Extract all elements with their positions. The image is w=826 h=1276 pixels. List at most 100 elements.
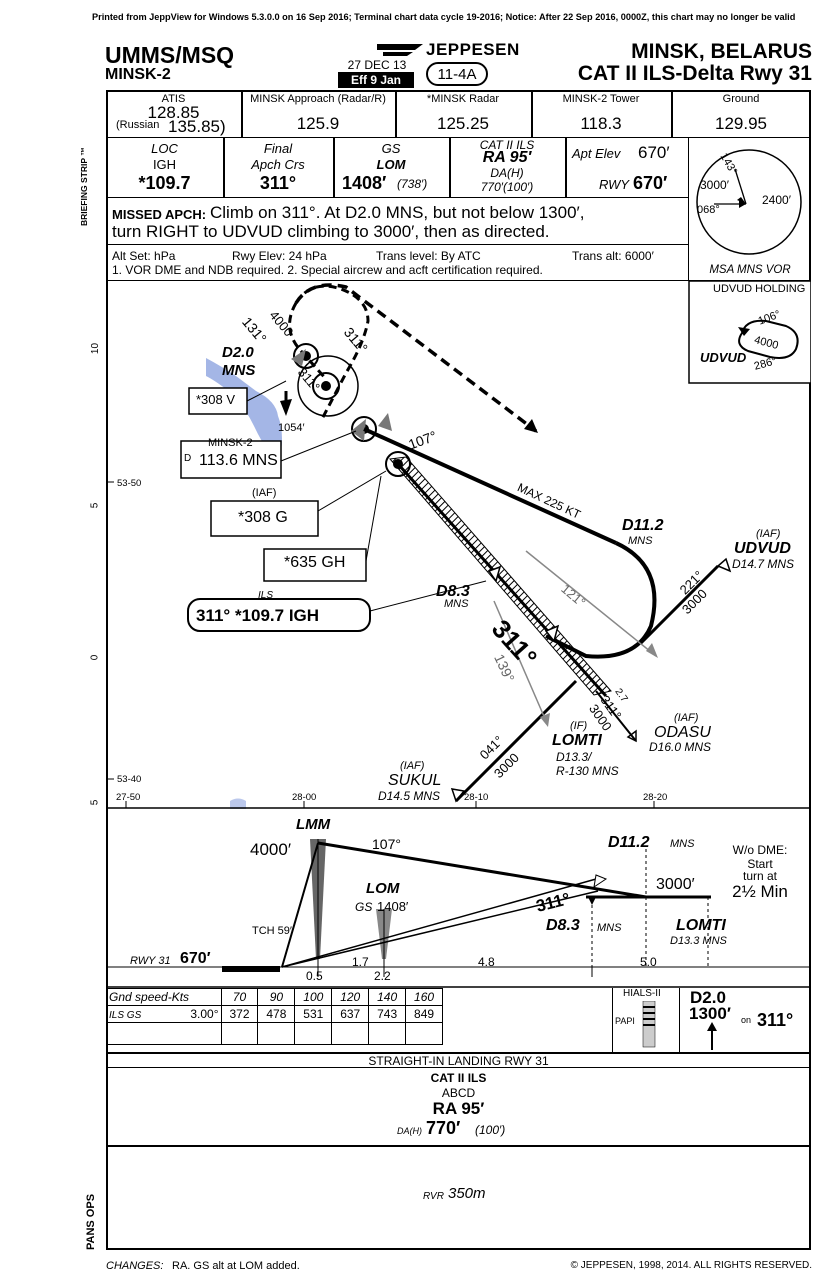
loc-id: IGH: [152, 157, 177, 172]
grid-5: 5: [89, 502, 101, 509]
spot-elevation: 1054′: [278, 422, 305, 434]
gs-table-header: Gnd speed-Kts: [106, 988, 222, 1006]
msa-alt-west: 3000′: [700, 178, 729, 192]
profile-lom: LOM: [366, 880, 400, 897]
minimums-da-height: (100′): [475, 1123, 506, 1137]
apt-elev-label: Apt Elev: [572, 146, 621, 161]
gs-alt: 1408′: [342, 173, 387, 193]
lomti-radial: R-130 MNS: [556, 764, 619, 778]
settings-row: Alt Set: hPa Rwy Elev: 24 hPa Trans leve…: [106, 245, 689, 281]
gs-speed: 90: [257, 988, 296, 1006]
apt-elev: 670′: [638, 143, 670, 162]
d8-fix: D8.3: [436, 583, 470, 600]
d2-fix: D2.0: [222, 344, 254, 361]
gs-speed: 140: [368, 988, 407, 1006]
minsk2-d: D: [184, 453, 192, 464]
ra-value: RA 95′: [482, 149, 532, 166]
alt-set: Alt Set: hPa: [112, 249, 176, 263]
approach-lights-icon: [642, 1001, 656, 1048]
changes-text: RA. GS alt at LOM added.: [172, 1260, 300, 1272]
rwy-elev-hpa: Rwy Elev: 24 hPa: [232, 249, 327, 263]
apch-crs-label: Apch Crs: [251, 157, 305, 172]
apch-crs: 311°: [259, 173, 297, 193]
ndb-g: *308 G: [238, 509, 288, 526]
plan-view: [106, 281, 811, 809]
lon-28-00: 28-00: [292, 792, 317, 803]
ndb-gh: *635 GH: [284, 554, 346, 571]
d8-fix-ref: MNS: [444, 598, 469, 610]
gs-speed: 100: [294, 988, 333, 1006]
jeppesen-logo-icon: [377, 44, 423, 56]
hials: HIALS-II: [623, 988, 661, 999]
missed-approach-track: [294, 283, 538, 433]
gs-rate: 637: [331, 1005, 370, 1023]
missed-apch-line1: Climb on 311°. At D2.0 MNS, but not belo…: [210, 203, 585, 222]
profile-gs-label: GS: [355, 900, 373, 914]
mi-crs: 311°: [757, 1010, 794, 1030]
atis-russian-freq: 135.85): [168, 117, 226, 136]
gs-speed: 160: [405, 988, 443, 1006]
gs-speed: 120: [331, 988, 370, 1006]
gs-height: (738′): [397, 177, 428, 191]
d11-fix: D11.2: [622, 517, 664, 534]
udvud-dme: D14.7 MNS: [732, 557, 795, 571]
vor-box-label: *308 V: [196, 392, 236, 407]
ils-label: ILS: [258, 590, 274, 601]
sukul-iaf: (IAF): [400, 760, 425, 772]
profile-lmm: LMM: [296, 816, 331, 833]
lat-53-50: 53-50: [117, 478, 142, 489]
tower-label: MINSK-2 Tower: [562, 93, 640, 105]
atis-label: ATIS: [161, 93, 186, 105]
mi-alt: 1300′: [689, 1004, 731, 1023]
radar-label: *MINSK Radar: [426, 93, 500, 105]
approach-label: MINSK Approach (Radar/R): [250, 93, 386, 105]
atis-freq: 128.85: [147, 103, 200, 122]
approach-freq: 125.9: [296, 114, 340, 133]
wo-dme-turn: turn at: [742, 869, 778, 883]
dist-1-7: 1.7: [352, 955, 369, 969]
gs-speed: 70: [220, 988, 259, 1006]
sukul-dme: D14.5 MNS: [378, 789, 441, 803]
lomti-if: (IF): [570, 720, 588, 732]
rvr-value: 350m: [448, 1185, 486, 1202]
gs-row-label: ILS GS: [109, 1010, 142, 1021]
holding-title: UDVUD HOLDING: [713, 283, 806, 295]
profile-d8: D8.3: [546, 917, 580, 934]
minimums-da: 770′: [426, 1118, 461, 1138]
city-name: MINSK, BELARUS: [631, 40, 812, 63]
minimums-da-label: DA(H): [397, 1126, 422, 1136]
da-label: DA(H): [490, 166, 524, 180]
lon-28-10: 28-10: [464, 792, 489, 803]
grid-0: 0: [89, 654, 101, 661]
profile-view: [106, 839, 811, 988]
wo-dme-time: 2½ Min: [732, 882, 788, 901]
minsk2-label: MINSK-2: [208, 437, 253, 449]
equipment-notes: 1. VOR DME and NDB required. 2. Special …: [112, 263, 543, 277]
profile-gs-alt: 1408′: [377, 899, 409, 914]
effective-date: Eff 9 Jan: [338, 72, 414, 88]
chart-frame: [106, 90, 811, 1250]
profile-lomti-dme: D13.3 MNS: [670, 935, 727, 947]
final-label: Final: [263, 141, 293, 156]
minimums-cat: CAT II ILS: [430, 1071, 487, 1085]
dist-0-5: 0.5: [306, 969, 323, 983]
minimums-acft: ABCD: [441, 1086, 476, 1100]
gs-label: GS: [381, 141, 401, 156]
da-value: 770′(100′): [480, 180, 534, 194]
odasu-dme: D16.0 MNS: [649, 740, 712, 754]
profile-lomti: LOMTI: [676, 917, 726, 934]
dist-5-0: 5.0: [640, 955, 657, 969]
loc-label: LOC: [151, 141, 178, 156]
comm-row: ATIS 128.85 (Russian 135.85) MINSK Appro…: [106, 90, 811, 138]
odasu-iaf: (IAF): [674, 712, 699, 724]
airport-name: MINSK-2: [105, 66, 171, 83]
grid-5b: 5: [89, 799, 101, 806]
changes-label: CHANGES:: [106, 1260, 164, 1272]
lat-53-40: 53-40: [117, 774, 142, 785]
briefing-strip-label: BRIEFING STRIP ™: [79, 147, 89, 226]
rvr-label: RVR: [423, 1191, 444, 1202]
cat-label: CAT II ILS: [479, 138, 535, 152]
wo-dme-start: Start: [747, 857, 773, 871]
grid-10: 10: [90, 342, 102, 355]
minimums-ra: RA 95′: [432, 1099, 485, 1118]
